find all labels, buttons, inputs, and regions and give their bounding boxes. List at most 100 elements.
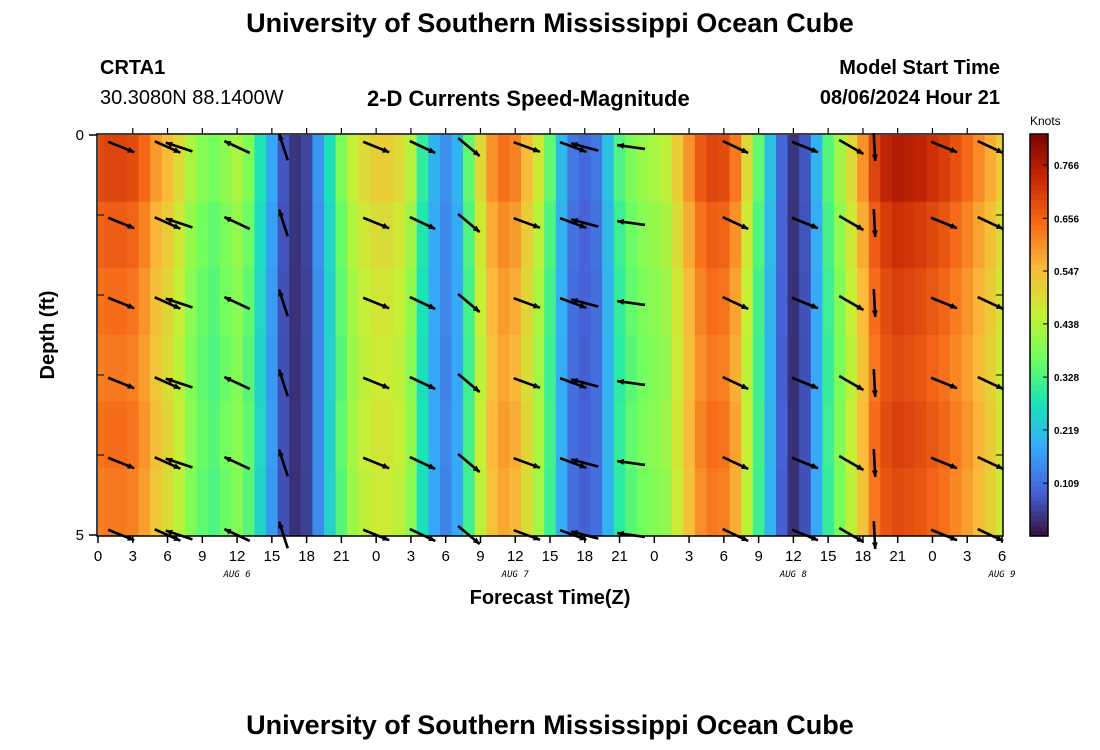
heatmap-cell [868, 135, 881, 203]
current-vector-arrows [107, 132, 1004, 550]
heatmap-cell [810, 201, 823, 269]
heatmap-cell [799, 135, 812, 203]
heatmap-cell [602, 335, 615, 403]
heatmap-cell [300, 135, 314, 203]
colorbar-swatch [1030, 234, 1048, 241]
current-arrow [277, 521, 289, 549]
heatmap-cell [949, 268, 963, 336]
colorbar-swatch [1030, 515, 1048, 522]
heatmap-cell [428, 135, 441, 203]
heatmap-cell [683, 468, 696, 536]
current-arrow [107, 140, 135, 154]
heatmap-cell [358, 335, 371, 403]
current-arrow [722, 527, 749, 543]
current-arrow [223, 139, 251, 155]
heatmap-cell [324, 401, 337, 469]
colorbar-swatch [1030, 144, 1048, 150]
heatmap-cell [555, 268, 568, 336]
current-arrow [457, 293, 481, 313]
heatmap-cell [891, 335, 905, 403]
heatmap-cell [289, 468, 302, 536]
colorbar-swatch [1030, 435, 1048, 442]
heatmap-cell [439, 468, 453, 536]
heatmap-cell [555, 401, 568, 469]
colorbar-swatch [1030, 475, 1048, 482]
current-arrow [409, 215, 436, 231]
colorbar-swatch [1030, 420, 1048, 427]
current-arrow [457, 137, 481, 157]
heatmap-cell [509, 468, 522, 536]
heatmap-cell [544, 401, 557, 469]
heatmap-cell [903, 468, 916, 536]
current-arrow [616, 378, 646, 387]
heatmap-cell [880, 468, 893, 536]
x-tick-label: 12 [785, 548, 802, 565]
heatmap-cell [231, 135, 244, 203]
heatmap-cell [138, 335, 151, 403]
current-arrow [457, 453, 481, 473]
heatmap-cell [115, 135, 128, 203]
heatmap-cell [416, 401, 429, 469]
heatmap-cell [126, 268, 140, 336]
heatmap-cell [277, 468, 290, 536]
heatmap-cell [544, 268, 557, 336]
heatmap-cell [764, 401, 777, 469]
heatmap-cell [266, 201, 279, 269]
colorbar-swatch [1030, 470, 1048, 477]
heatmap-cell [532, 468, 545, 536]
heatmap-cell [926, 335, 939, 403]
heatmap-cell [776, 468, 789, 536]
heatmap-cell [660, 201, 673, 269]
heatmap-cell [776, 335, 789, 403]
heatmap-cell [497, 268, 511, 336]
heatmap-cell [416, 201, 429, 269]
heatmap-cell [474, 268, 487, 336]
heatmap-cell [857, 268, 870, 336]
heatmap-cell [671, 335, 684, 403]
heatmap-cell [787, 268, 800, 336]
heatmap-cell [521, 201, 534, 269]
model-start-label: Model Start Time [839, 57, 1000, 79]
heatmap-cell [973, 468, 986, 536]
heatmap-cell [764, 468, 777, 536]
heatmap-cell [729, 468, 742, 536]
heatmap-cell [219, 468, 232, 536]
heatmap-cell [196, 401, 209, 469]
heatmap-cell [590, 401, 603, 469]
x-date-label: AUG 8 [779, 570, 807, 580]
heatmap-cell [567, 201, 580, 269]
heatmap-cell [115, 335, 128, 403]
colorbar-swatch [1030, 525, 1048, 532]
heatmap-cell [184, 401, 198, 469]
heatmap-cell [752, 201, 766, 269]
heatmap-cell [486, 401, 499, 469]
current-arrow [930, 216, 958, 230]
heatmap-cell [787, 335, 800, 403]
x-tick-label: 15 [820, 548, 837, 565]
heatmap-cell [98, 468, 105, 536]
heatmap-cell [857, 135, 870, 203]
colorbar-frame [1029, 133, 1049, 537]
heatmap-cell [381, 401, 395, 469]
current-arrow [223, 375, 251, 391]
current-arrow [107, 456, 135, 470]
heatmap-cell [694, 468, 708, 536]
heatmap-cell [949, 468, 963, 536]
colorbar-swatch [1030, 395, 1048, 401]
heatmap-cell [915, 335, 928, 403]
heatmap-cell [300, 201, 314, 269]
heatmap-cell [486, 135, 499, 203]
heatmap-cell [439, 135, 453, 203]
heatmap-cell [405, 468, 418, 536]
current-arrow [722, 215, 749, 231]
heatmap-cell [776, 401, 789, 469]
heatmap-cell [741, 135, 754, 203]
heatmap-cell [242, 135, 256, 203]
current-arrow [513, 376, 541, 390]
heatmap-cell [915, 468, 928, 536]
heatmap-cell [254, 401, 267, 469]
heatmap-cell [706, 268, 719, 336]
heatmap-cell [370, 201, 383, 269]
heatmap-cell [428, 401, 441, 469]
heatmap-cell [150, 135, 163, 203]
